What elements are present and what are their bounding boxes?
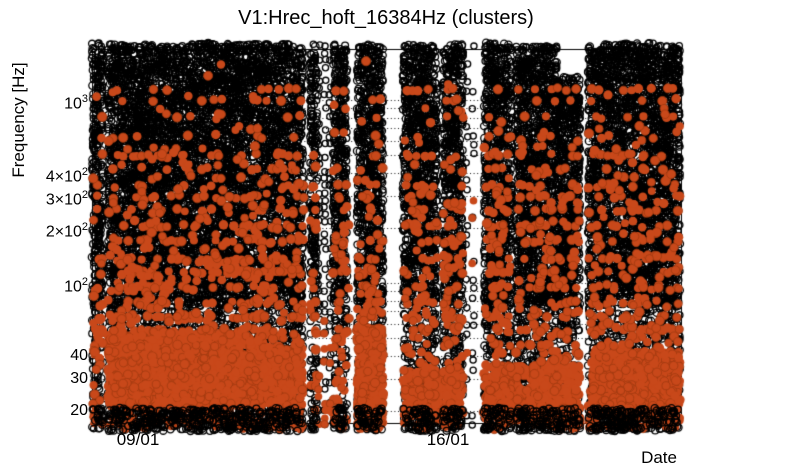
- y-tick-label: 2×102: [45, 220, 88, 241]
- x-tick-label: 09/01: [116, 430, 160, 449]
- y-tick-label: 3×102: [45, 188, 88, 208]
- y-tick-label: 4×102: [45, 165, 88, 186]
- y-tick-label: 20: [70, 401, 88, 419]
- y-tick-label: 102: [64, 276, 88, 296]
- x-tick-label: 16/01: [426, 430, 470, 449]
- x-axis-label: Date: [641, 448, 677, 467]
- chart-title: V1:Hrec_hoft_16384Hz (clusters): [238, 7, 534, 29]
- y-axis-label: Frequency [Hz]: [9, 62, 28, 178]
- y-tick-label: 103: [64, 93, 88, 113]
- y-tick-label: 40: [70, 346, 88, 364]
- y-tick-label: 30: [70, 369, 88, 387]
